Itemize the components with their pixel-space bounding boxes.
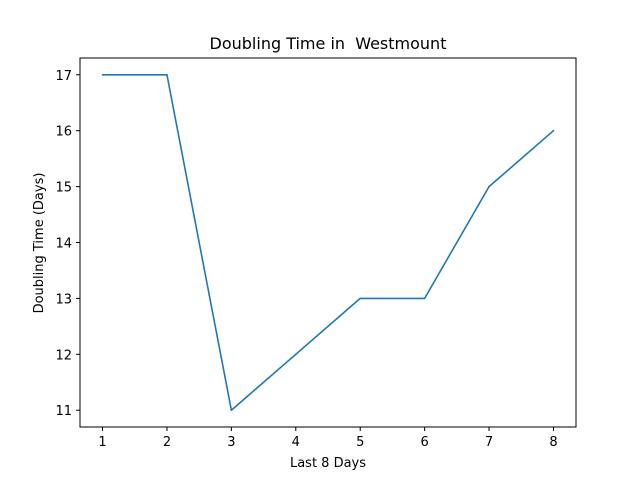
x-tick-label-5: 5 [356,435,364,450]
x-tick-label-2: 2 [163,435,171,450]
data-point-1 [101,73,104,76]
y-tick-label-17: 17 [55,69,72,84]
y-tick-label-12: 12 [55,348,72,363]
x-tick-label-8: 8 [549,435,557,450]
data-point-2 [166,73,168,76]
y-axis-label: Doubling Time (Days) [32,173,47,314]
y-tick-label-15: 15 [55,181,72,196]
x-tick-label-7: 7 [485,435,493,450]
x-tick-label-1: 1 [98,435,106,450]
y-tick-label-11: 11 [55,404,72,419]
y-tick-label-13: 13 [55,292,72,307]
y-tick-label-16: 16 [55,125,72,140]
data-point-3 [230,409,233,412]
y-tick-label-14: 14 [55,237,72,252]
data-point-8 [552,129,555,132]
data-point-5 [359,297,362,300]
x-tick-label-6: 6 [420,435,428,450]
x-tick-label-3: 3 [227,435,235,450]
data-point-4 [294,353,297,356]
x-tick-label-4: 4 [292,435,300,450]
data-point-7 [488,185,490,188]
series-line-0 [102,73,554,412]
data-point-6 [423,297,426,300]
x-axis-label: Last 8 Days [290,456,366,471]
chart-title: Doubling Time in Westmount [210,34,447,53]
